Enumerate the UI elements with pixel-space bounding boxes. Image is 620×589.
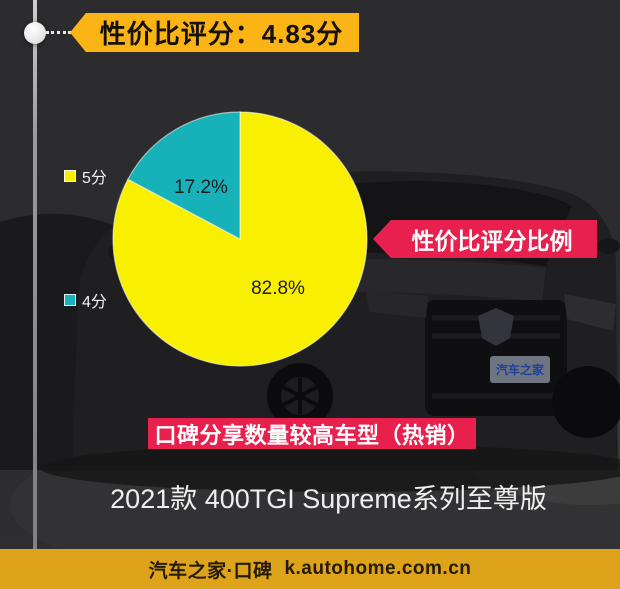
hot-sale-banner-label: 口碑分享数量较高车型（热销） <box>154 422 470 448</box>
pie-chart <box>112 111 368 367</box>
footer-brand: 汽车之家·口碑 <box>148 560 273 582</box>
plate-text: 汽车之家 <box>496 362 545 377</box>
pie-label-4fen: 17.2% <box>174 177 228 198</box>
timeline-node <box>24 22 46 44</box>
hot-sale-banner: 口碑分享数量较高车型（热销） <box>148 418 476 449</box>
model-title: 2021款 400TGI Supreme系列至尊版 <box>110 484 547 514</box>
headlight-left <box>366 290 428 318</box>
headlight-right <box>564 294 616 331</box>
score-banner: 性价比评分：4.83分 <box>70 13 359 52</box>
timeline-connector-dots <box>46 31 71 34</box>
car-badge <box>478 308 514 346</box>
legend-label-4fen: 4分 <box>82 294 107 311</box>
legend-item-5fen: 5分 <box>64 164 107 188</box>
ratio-tag-label: 性价比评分比例 <box>411 228 573 254</box>
legend-item-4fen: 4分 <box>64 288 107 312</box>
legend-label-5fen: 5分 <box>82 170 107 187</box>
ratio-tag: 性价比评分比例 <box>373 220 597 258</box>
license-plate <box>490 356 550 383</box>
car-shadow <box>40 444 620 492</box>
mirror-right <box>596 238 620 254</box>
legend-swatch-5fen-icon <box>64 170 76 182</box>
footer-url: k.autohome.com.cn <box>284 558 472 579</box>
footer-bar: 汽车之家·口碑 k.autohome.com.cn <box>0 549 620 589</box>
pie-slice-4分 <box>127 111 241 241</box>
timeline-line <box>33 0 37 549</box>
score-banner-label: 性价比评分：4.83分 <box>99 19 344 49</box>
wheel-spokes <box>282 378 318 414</box>
wheel-front-right <box>552 366 620 438</box>
pie-label-5fen: 82.8% <box>251 278 305 299</box>
legend-swatch-4fen-icon <box>64 294 76 306</box>
